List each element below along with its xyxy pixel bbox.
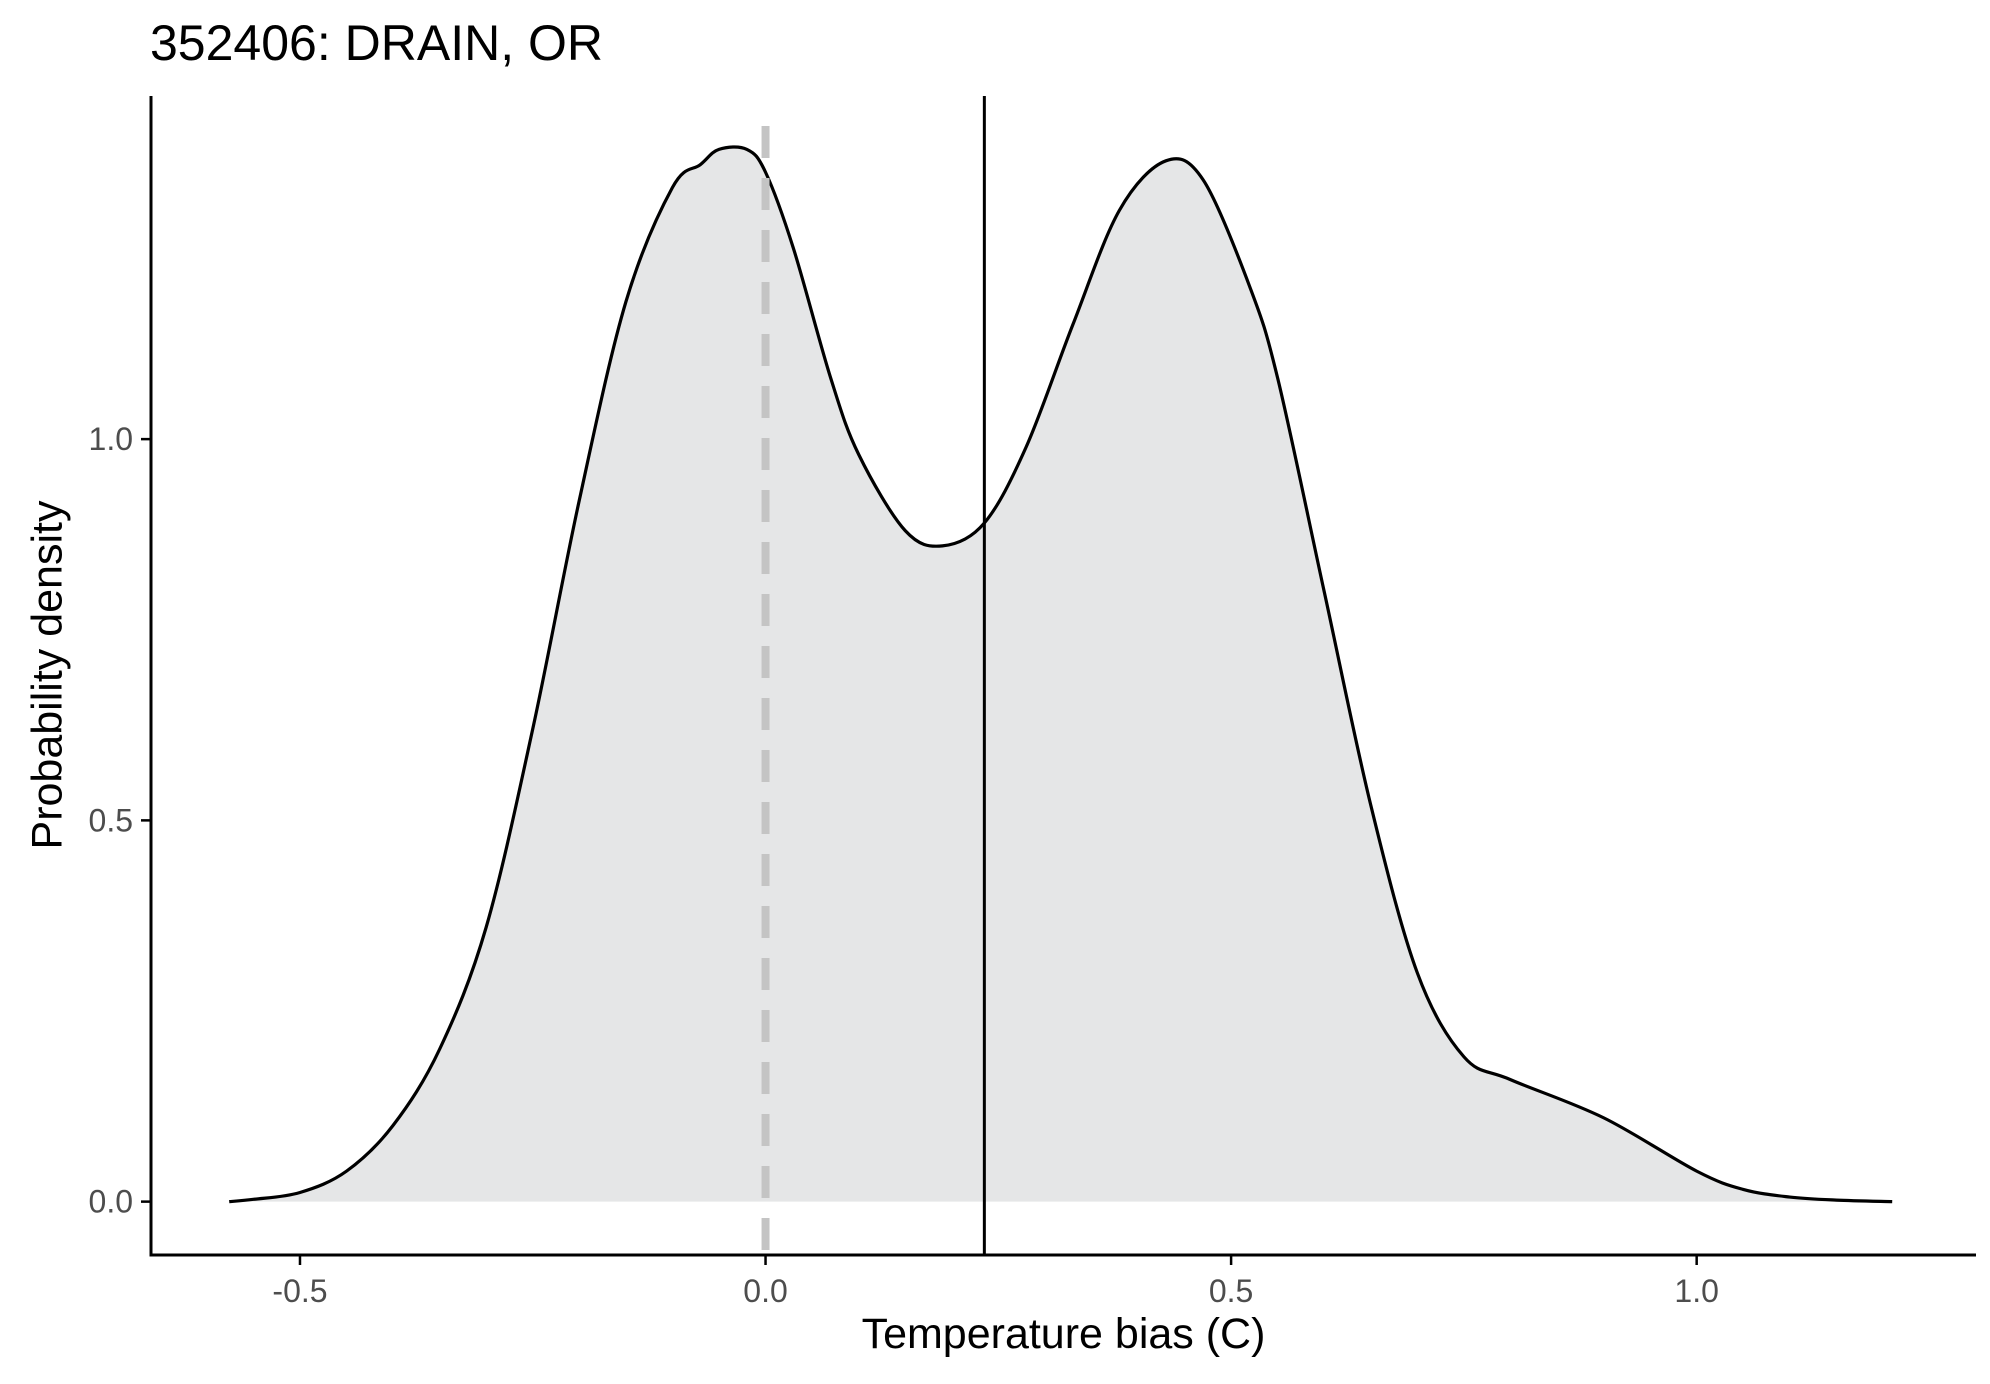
density-curve (229, 145, 1893, 1204)
chart-title: 352406: DRAIN, OR (150, 15, 603, 71)
reference-lines (761, 96, 986, 1255)
x-tick-label: 0.5 (1209, 1273, 1253, 1309)
x-tick-label: -0.5 (272, 1273, 327, 1309)
y-tick-label: 0.5 (89, 802, 133, 838)
y-tick-label: 1.0 (89, 421, 133, 457)
density-area-layer (229, 145, 1893, 1204)
density-fill (229, 146, 1893, 1202)
x-axis-label: Temperature bias (C) (861, 1310, 1266, 1358)
x-tick-label: 0.0 (743, 1273, 787, 1309)
y-tick-label: 0.0 (89, 1184, 133, 1220)
x-tick-label: 1.0 (1674, 1273, 1718, 1309)
axes: -0.5 0.0 0.5 1.0 0.0 0.5 1.0 (89, 96, 1976, 1309)
